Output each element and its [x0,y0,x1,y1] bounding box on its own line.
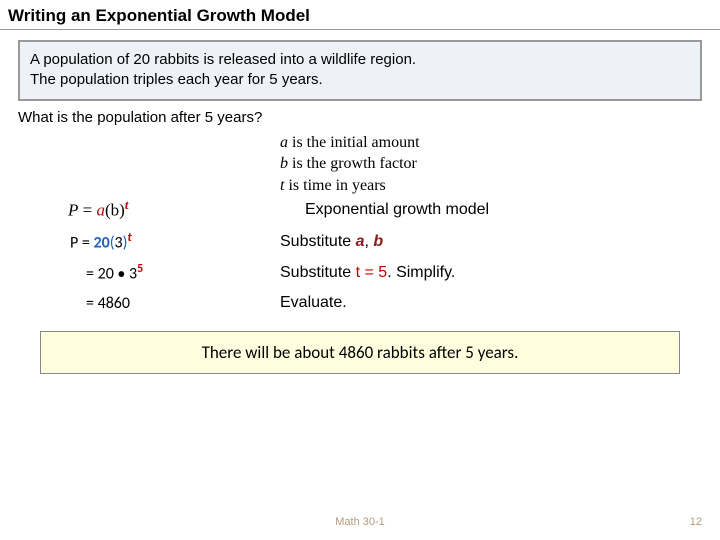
sub-t-val: t = 5 [356,264,388,281]
sym-a: a [96,201,105,220]
footer-course: Math 30-1 [0,516,720,528]
eq-sub-t: = 20 • 35 [0,262,280,283]
slide-title: Writing an Exponential Growth Model [0,0,720,30]
row-model: P = a(b)t Exponential growth model [0,198,720,221]
row-substitute-ab: P = 20(3)t Substitute a, b [0,231,720,252]
label-eval: Evaluate. [280,294,347,312]
eq-sub-ab: P = 20(3)t [0,231,280,252]
problem-line-1: A population of 20 rabbits is released i… [30,50,690,70]
eq3: = 20 [86,265,117,284]
val-20: 20 [93,233,109,252]
sub-a: a [356,233,365,250]
row-substitute-t: = 20 • 35 Substitute t = 5. Simplify. [0,262,720,283]
sub-pre: Substitute [280,233,356,250]
eq-model: P = a(b)t [0,198,280,221]
base3: 3 [125,265,137,284]
exp-5: 5 [137,262,143,276]
sym-P: P [68,201,78,220]
def-a-text: is the initial amount [288,134,420,151]
sym-eq: = [78,201,96,220]
label-sub-t: Substitute t = 5. Simplify. [280,264,455,282]
var-b: b [280,155,288,172]
val-3: 3 [115,233,123,252]
eq-eval: = 4860 [0,294,280,313]
footer-page-number: 12 [690,516,702,528]
lhs2: P = [70,233,93,252]
conclusion-box: There will be about 4860 rabbits after 5… [40,331,680,374]
variable-definitions: a is the initial amount b is the growth … [280,132,720,197]
problem-statement: A population of 20 rabbits is released i… [18,40,702,101]
def-b-text: is the growth factor [288,155,417,172]
var-a: a [280,134,288,151]
def-b: b is the growth factor [280,153,720,175]
sym-b: b [111,201,120,220]
sym-exp-t: t [125,198,129,212]
exp-t2: t [128,231,132,245]
def-t-text: is time in years [284,177,385,194]
label-sub-ab: Substitute a, b [280,233,383,251]
row-evaluate: = 4860 Evaluate. [0,294,720,313]
worked-solution: P = a(b)t Exponential growth model P = 2… [0,198,720,312]
question-text: What is the population after 5 years? [18,109,702,126]
def-t: t is time in years [280,175,720,197]
sub-b: b [373,233,383,250]
sub-t-pre: Substitute [280,264,356,281]
problem-line-2: The population triples each year for 5 y… [30,70,690,90]
label-model: Exponential growth model [280,201,489,219]
sub-t-post: . Simplify. [387,264,455,281]
def-a: a is the initial amount [280,132,720,154]
